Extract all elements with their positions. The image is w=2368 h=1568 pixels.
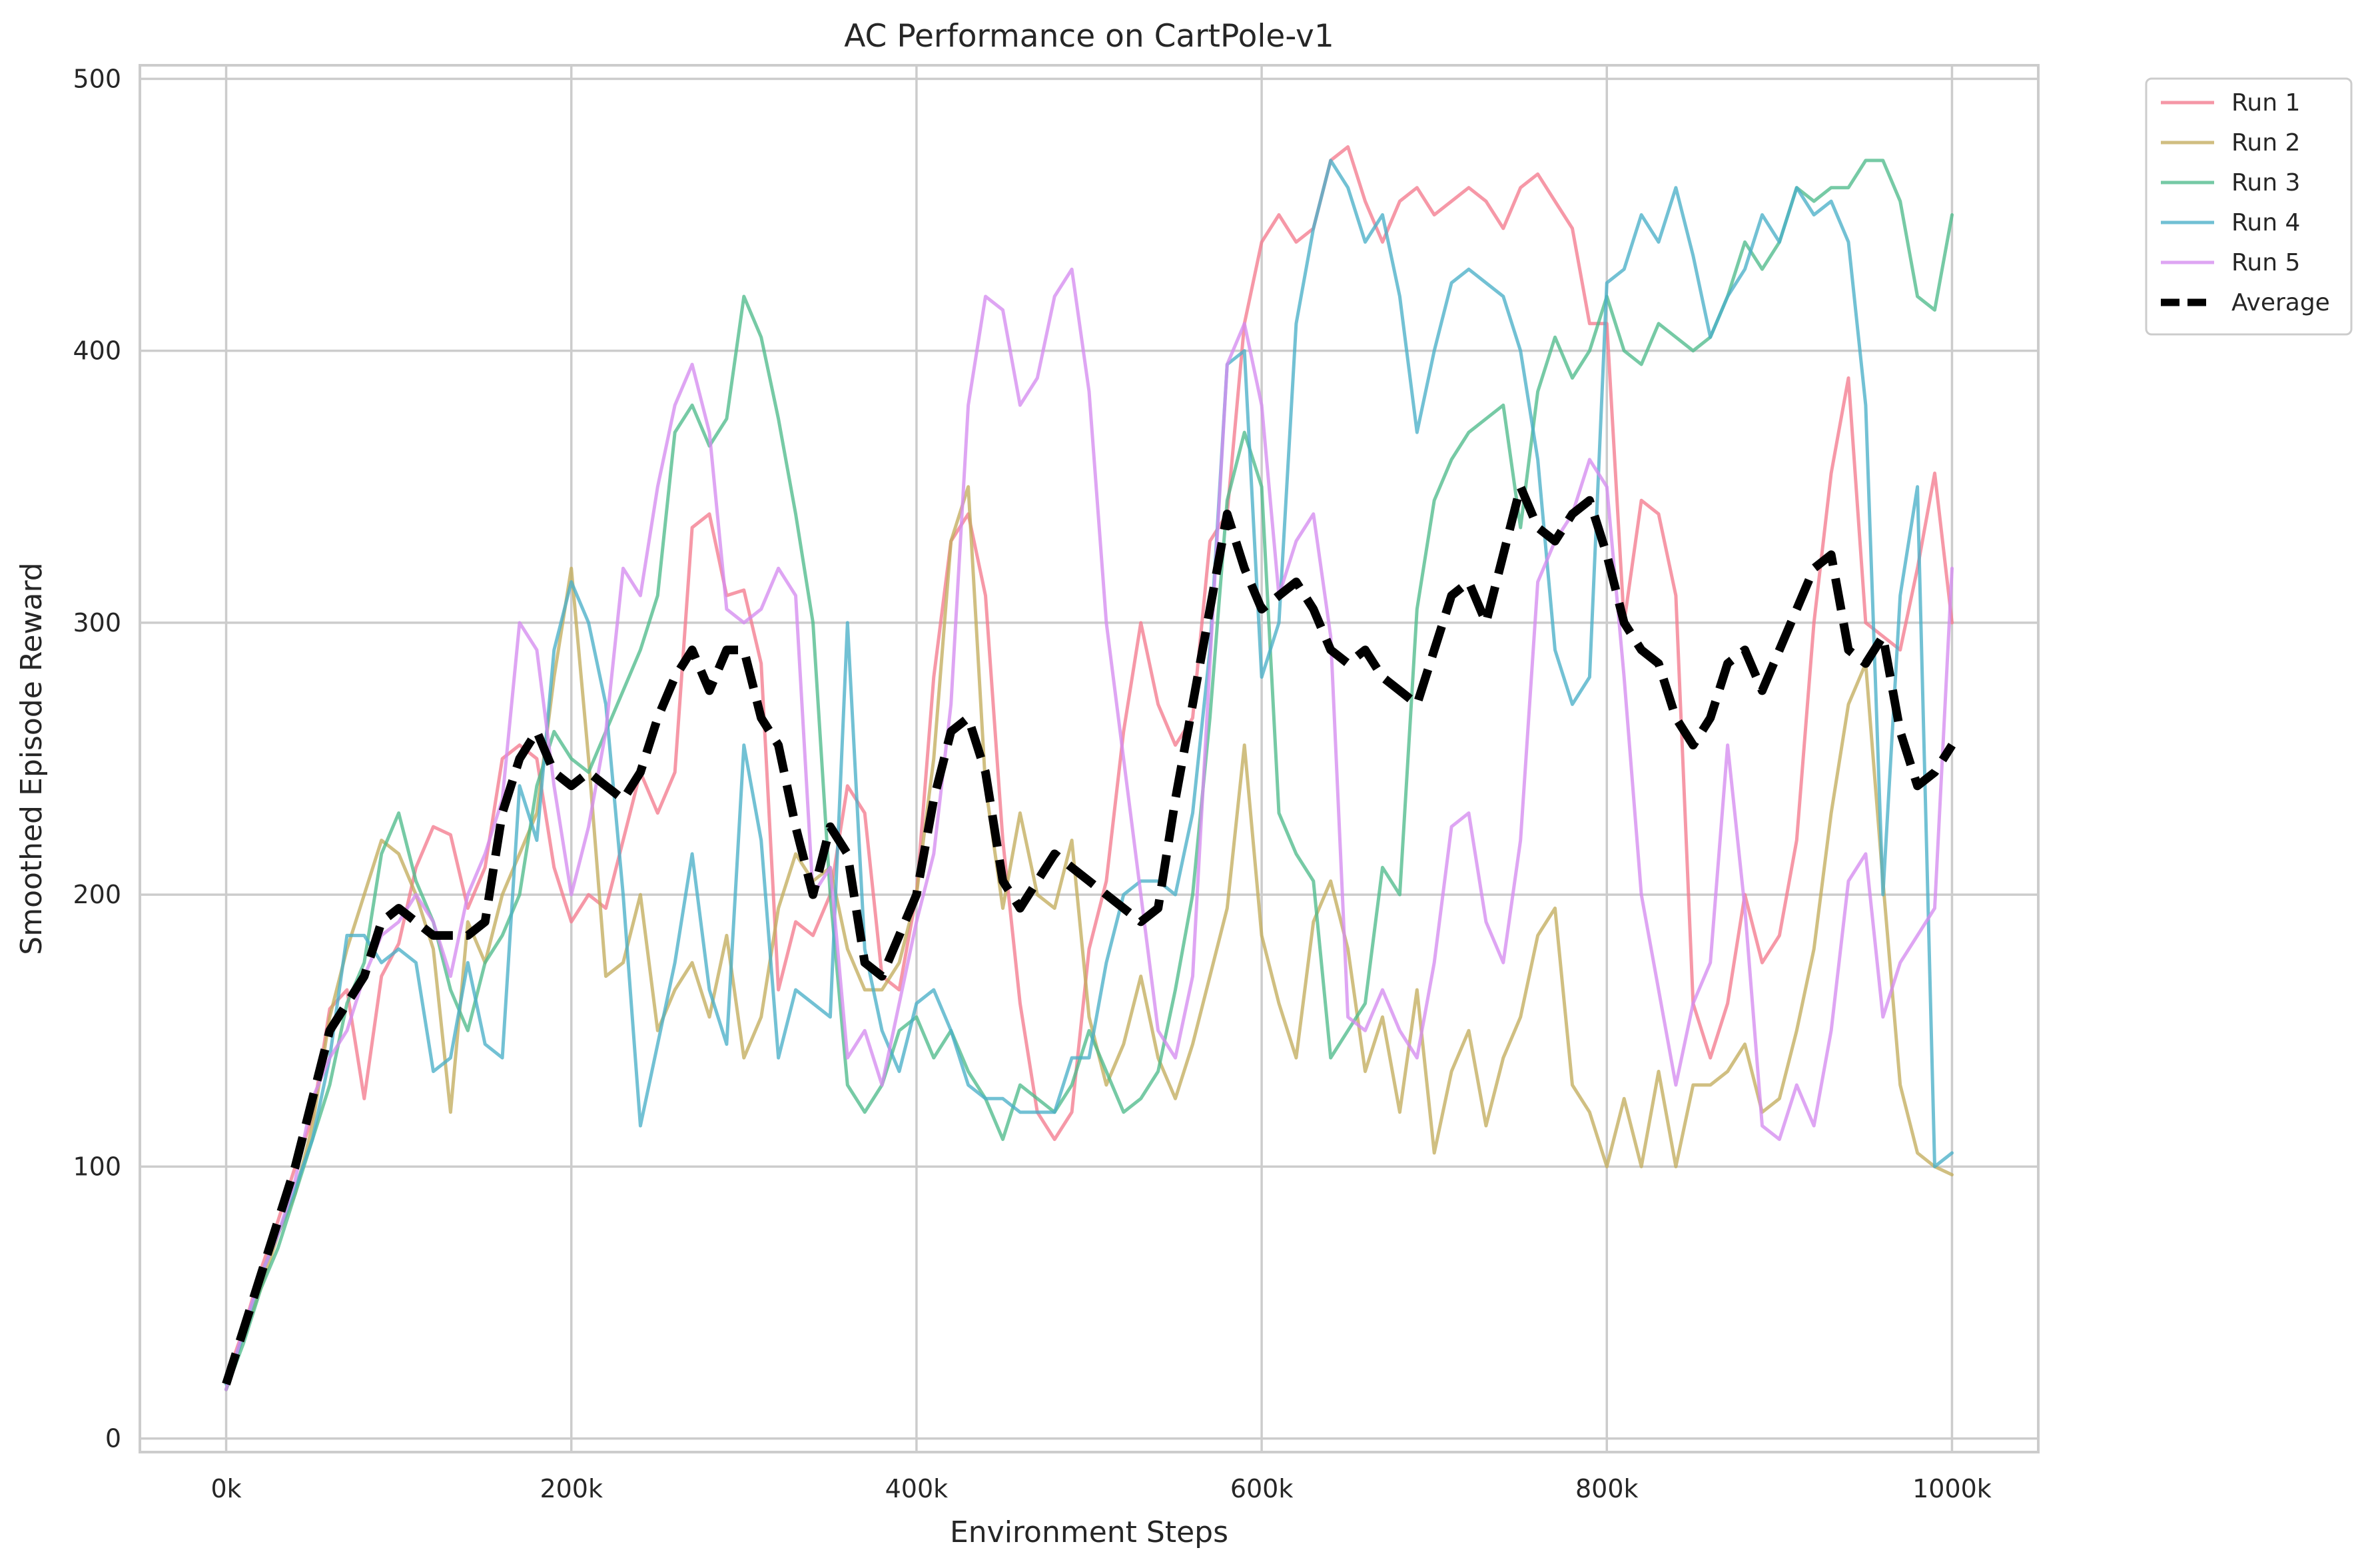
series-line-5 [224, 267, 1954, 1391]
series-line-1 [224, 145, 1954, 1381]
y-tick-label: 200 [73, 880, 121, 909]
x-tick-label: 600k [1230, 1474, 1294, 1503]
series-lines [222, 145, 1956, 1391]
chart-title: AC Performance on CartPole-v1 [844, 18, 1334, 55]
legend-label: Run 5 [2231, 249, 2300, 276]
legend-label: Average [2231, 289, 2330, 316]
x-tick-label: 0k [210, 1474, 241, 1503]
plot-frame [139, 64, 2040, 1453]
legend-label: Run 1 [2231, 89, 2300, 117]
y-tick-label: 300 [73, 608, 121, 637]
x-tick-label: 1000k [1912, 1474, 1992, 1503]
grid [140, 65, 2038, 1452]
series-line-3 [224, 159, 1954, 1391]
tick-labels: 0k 200k 400k 600k 800k 1000k 0 100 200 300 400 500 [73, 64, 1991, 1503]
x-tick-label: 200k [540, 1474, 603, 1503]
series-line-6 [222, 482, 1956, 1385]
y-tick-label: 400 [73, 336, 121, 366]
x-tick-label: 800k [1575, 1474, 1639, 1503]
legend-label: Run 2 [2231, 129, 2300, 157]
y-tick-label: 0 [105, 1424, 121, 1453]
y-tick-label: 100 [73, 1152, 121, 1181]
legend: Run 1 Run 2 Run 3 Run 4 Run 5 Average [2145, 77, 2353, 336]
x-tick-label: 400k [885, 1474, 949, 1503]
series-line-4 [224, 159, 1954, 1386]
y-axis-label: Smoothed Episode Reward [15, 562, 49, 955]
legend-label: Run 4 [2231, 209, 2300, 236]
x-axis-label: Environment Steps [950, 1515, 1228, 1549]
legend-label: Run 3 [2231, 169, 2300, 196]
y-tick-label: 500 [73, 64, 121, 93]
